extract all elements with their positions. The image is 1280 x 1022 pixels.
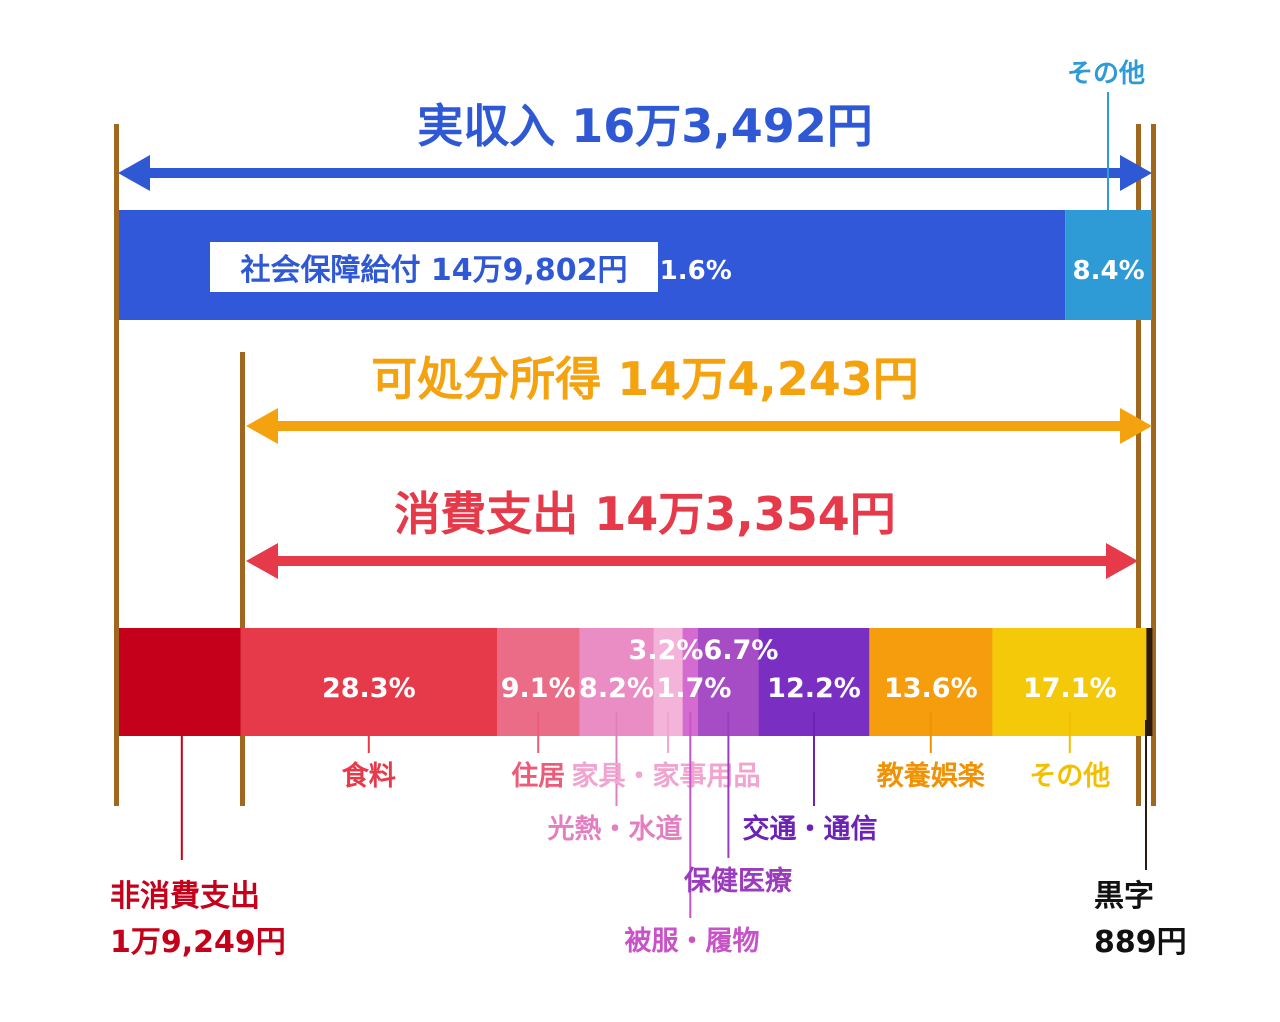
spending-pct-utilities: 8.2% — [579, 673, 654, 704]
spending-name-transport_comm: 交通・通信 — [743, 813, 878, 845]
surplus-label: 黒字 — [1094, 879, 1154, 914]
spending-pct-education_entertainment: 13.6% — [884, 673, 978, 704]
spending-name-housing: 住居 — [511, 760, 565, 792]
spending-name-utilities: 光熱・水道 — [547, 813, 683, 845]
spending-labels: 28.3% 食料 9.1% 住居 8.2% 光熱・水道 3.2% 家具・家事用品 1.7% 被服・… — [180, 635, 1147, 957]
social-security-tag: 社会保障給付 14万9,802円 — [210, 242, 658, 292]
spending-name-other_spending: その他 — [1029, 761, 1110, 792]
disposable-income-title: 可処分所得 14万4,243円 — [371, 352, 919, 406]
non-consumption-amount: 1万9,249円 — [110, 925, 286, 960]
guide-lines — [114, 124, 1156, 806]
other-income-callout: その他 — [1067, 59, 1145, 240]
guide-line-income-start — [114, 124, 119, 806]
spending-name-education_entertainment: 教養娯楽 — [877, 760, 985, 792]
spending-pct-household_goods: 3.2% — [629, 635, 704, 666]
spending-segment-clothing — [682, 628, 699, 736]
surplus-amount: 889円 — [1094, 925, 1187, 960]
spending-name-household_goods: 家具・家事用品 — [572, 760, 761, 792]
spending-pct-transport_comm: 12.2% — [767, 673, 861, 704]
guide-line-disposable-start — [240, 352, 245, 806]
spending-pct-clothing: 1.7% — [657, 673, 732, 704]
spending-name-food: 食料 — [342, 760, 396, 792]
spending-pct-housing: 9.1% — [501, 673, 576, 704]
income-arrow — [118, 155, 1152, 191]
surplus-segment — [1146, 628, 1153, 736]
non-consumption-label: 非消費支出 — [110, 879, 260, 914]
consumption-title: 消費支出 14万3,354円 — [394, 487, 896, 541]
non-consumption-segment — [119, 628, 241, 736]
guide-line-spending-end — [1136, 124, 1141, 806]
guide-line-income-end — [1151, 124, 1156, 806]
spending-name-clothing: 被服・履物 — [625, 926, 760, 957]
consumption-arrow — [246, 543, 1138, 579]
spending-pct-other_spending: 17.1% — [1023, 673, 1117, 704]
other-income-name: その他 — [1067, 59, 1145, 89]
social-security-label: 社会保障給付 14万9,802円 — [240, 253, 627, 288]
spending-pct-medical: 6.7% — [704, 635, 779, 666]
disposable-income-arrow — [246, 408, 1152, 444]
spending-pct-food: 28.3% — [322, 673, 416, 704]
income-title: 実収入 16万3,492円 — [417, 99, 873, 153]
income-pct-other_income: 8.4% — [1073, 256, 1145, 286]
spending-name-medical: 保健医療 — [683, 866, 793, 897]
